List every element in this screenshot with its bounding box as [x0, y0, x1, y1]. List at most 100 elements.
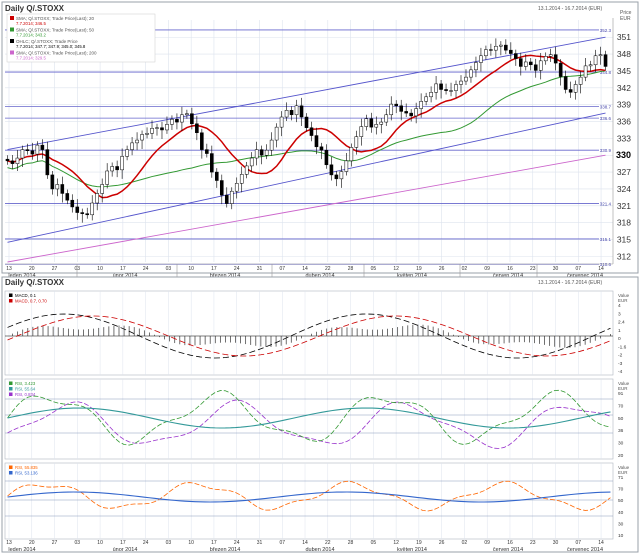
candle-body	[563, 76, 568, 90]
main-y-tick: 348	[617, 49, 631, 59]
rsi1-y-tick: 36	[618, 428, 624, 434]
main-y-tick: 312	[617, 251, 631, 261]
x-day-tick: 30	[553, 266, 559, 272]
legend-label: OHLC; Q/.STOXX; Trade Price	[16, 39, 78, 44]
candle	[459, 75, 463, 94]
rsi1-y-tick: 70	[618, 403, 624, 409]
main-date-range: 13.1.2014 - 16.7.2014 (EUR)	[538, 6, 603, 12]
candle	[504, 39, 508, 55]
candle-body	[100, 184, 104, 194]
legend-swatch	[10, 50, 14, 55]
candle	[239, 166, 244, 193]
candle-body	[578, 76, 583, 85]
candlesticks	[5, 38, 608, 223]
candle	[229, 187, 234, 210]
rsi2-y-tick: 30	[618, 521, 624, 527]
candle	[224, 187, 229, 208]
rsi2-blue-line	[7, 491, 611, 503]
sub-x-axis: 13 20 27 03 10 17 24 03 10 17 24 31 07 14 22 28 05 12 19 26…	[6, 540, 604, 553]
candle	[125, 145, 129, 161]
candle	[35, 141, 40, 162]
candle-body	[588, 64, 593, 67]
macd-y-tick: 2.4	[618, 320, 625, 326]
candle-body	[553, 54, 558, 64]
main-y-tick: 342	[617, 83, 631, 93]
candle	[150, 120, 154, 139]
candle-body	[449, 90, 453, 92]
candle	[45, 141, 50, 179]
sub-x-day-tick: 02	[462, 540, 468, 546]
candle-body	[509, 49, 513, 54]
sub-x-day-tick: 17	[120, 540, 126, 546]
candle	[444, 83, 448, 95]
x-day-tick: 17	[120, 266, 126, 272]
candle-body	[533, 64, 538, 71]
candle-body	[489, 49, 493, 51]
rsi1-purple-line	[7, 399, 611, 449]
candle-body	[329, 164, 334, 176]
candle-body	[25, 149, 30, 151]
sub-x-month-label: leden 2014	[8, 547, 35, 553]
candle	[170, 115, 174, 130]
candle-body	[414, 108, 418, 117]
candle	[563, 70, 568, 94]
sub-x-day-tick: 24	[234, 540, 240, 546]
candle-body	[279, 116, 284, 128]
candle	[389, 96, 394, 121]
sub-x-day-tick: 17	[211, 540, 217, 546]
candle	[244, 161, 249, 179]
candle	[519, 52, 523, 76]
candle-body	[244, 165, 249, 175]
candle-body	[185, 113, 189, 116]
candle-body	[339, 171, 344, 180]
candle-body	[135, 139, 139, 144]
candle-body	[289, 110, 294, 116]
candle-body	[389, 103, 394, 116]
x-day-tick: 05	[371, 266, 377, 272]
rsi1-y-unit: EUR	[618, 386, 628, 391]
candle-body	[65, 193, 70, 201]
x-day-tick: 03	[166, 266, 172, 272]
candle	[359, 118, 364, 146]
candle	[429, 86, 433, 103]
legend-swatch	[10, 16, 14, 20]
rsi2-y-tick: 40	[618, 510, 624, 516]
candle-body	[484, 49, 488, 57]
candle-body	[170, 119, 174, 125]
candle	[105, 163, 109, 189]
candle-body	[5, 158, 10, 162]
candle	[469, 65, 473, 83]
main-y-tick: 345	[617, 66, 631, 76]
candle	[384, 108, 389, 127]
candle	[160, 121, 164, 139]
candle	[135, 132, 139, 151]
macd-y-title: Value	[618, 293, 630, 298]
x-day-tick: 20	[29, 266, 35, 272]
candle-body	[105, 170, 109, 185]
rsi2-y-unit: EUR	[618, 470, 628, 475]
candle	[219, 174, 224, 205]
candle-body	[464, 76, 468, 82]
candle-body	[190, 113, 194, 125]
x-day-tick: 22	[325, 266, 331, 272]
candle-body	[229, 190, 234, 204]
candle	[5, 155, 10, 165]
candle-body	[210, 153, 214, 173]
candle	[55, 178, 60, 197]
x-day-tick: 23	[530, 266, 536, 272]
main-y-unit: EUR	[620, 16, 631, 22]
rsi2-legend-swatch	[9, 465, 13, 469]
candle	[528, 58, 533, 71]
legend-swatch	[10, 27, 14, 32]
candle	[264, 144, 269, 160]
sub-x-day-tick: 13	[6, 540, 12, 546]
sub-x-day-tick: 27	[52, 540, 58, 546]
rsi2-legend-swatch	[9, 471, 13, 475]
x-day-tick: 19	[416, 266, 422, 272]
candle	[553, 46, 558, 71]
candle	[369, 112, 374, 133]
candle	[484, 45, 488, 60]
candle	[329, 156, 334, 181]
candle-body	[195, 123, 199, 134]
